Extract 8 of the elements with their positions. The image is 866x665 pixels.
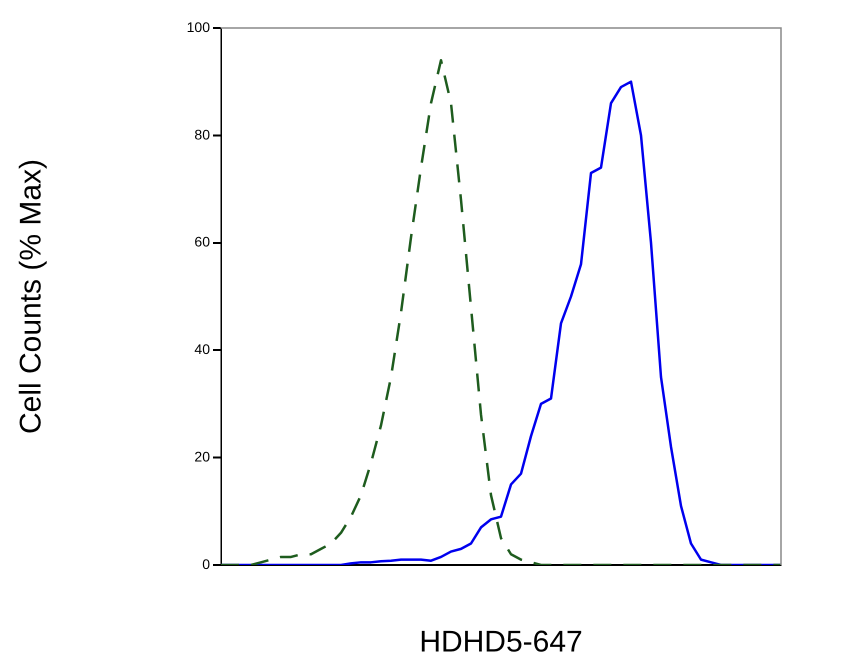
y-tick-label: 60 — [194, 234, 210, 250]
y-tick-label: 40 — [194, 341, 210, 358]
y-tick-label: 100 — [186, 18, 210, 35]
y-tick-label: 80 — [194, 126, 210, 142]
y-tick-label: 0 — [202, 556, 210, 572]
y-tick-label: 20 — [194, 448, 210, 464]
y-axis-title: Cell Counts (% Max) — [14, 158, 48, 434]
x-axis-title: HDHD5-647 — [419, 625, 583, 658]
